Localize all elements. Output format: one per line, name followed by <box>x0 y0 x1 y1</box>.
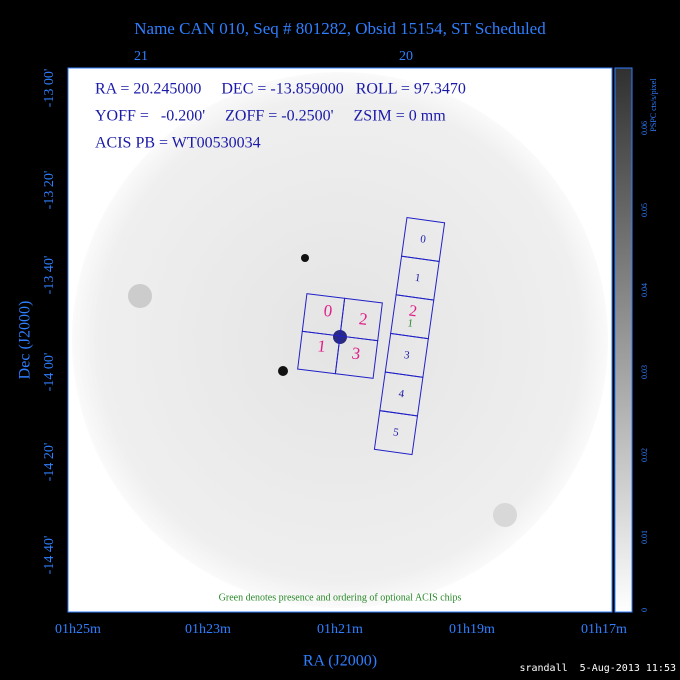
tick-label: 01h23m <box>185 622 231 637</box>
tick-label: -14 00' <box>42 353 57 392</box>
axis-title: Dec (J2000) <box>17 301 34 380</box>
top-axis: 21 20 <box>134 49 413 64</box>
source <box>128 284 152 308</box>
tick-label: -13 20' <box>42 171 57 210</box>
chip-label: 2 <box>408 302 418 320</box>
tick-label: 20 <box>399 49 413 64</box>
chip-label: 4 <box>398 388 406 401</box>
colorbar <box>614 67 633 613</box>
tick-label: 0.03 <box>640 365 649 379</box>
tick-label: 0.06 <box>640 121 649 135</box>
footer: srandall 5-Aug-2013 11:53 <box>519 663 676 674</box>
note: Green denotes presence and ordering of o… <box>219 592 462 603</box>
tick-label: -14 40' <box>42 536 57 575</box>
axis-title: RA (J2000) <box>303 653 377 670</box>
chip-label: 1 <box>414 272 421 285</box>
colorbar-axis: 0 0.01 0.02 0.03 0.04 0.05 0.06 PSPC cts… <box>640 78 658 612</box>
chip <box>334 335 379 379</box>
chip-label: 0 <box>323 301 334 321</box>
tick-label: 0.05 <box>640 203 649 217</box>
info-line: YOFF = -0.200' ZOFF = -0.2500' ZSIM = 0 … <box>95 108 446 125</box>
tick-label: -13 40' <box>42 256 57 295</box>
bottom-axis: 01h25m 01h23m 01h21m 01h19m 01h17m RA (J… <box>55 622 627 669</box>
left-axis: -13 00' -13 20' -13 40' -14 00' -14 20' … <box>17 69 58 575</box>
info-line: ACIS PB = WT00530034 <box>95 135 261 152</box>
tick-label: 0 <box>640 608 649 612</box>
chip-label: 3 <box>351 344 362 364</box>
optional-chip-label: 1 <box>407 317 414 330</box>
chip-label: 5 <box>392 426 400 439</box>
source <box>278 366 288 376</box>
chip <box>373 410 419 456</box>
source <box>493 503 517 527</box>
colorbar-title: PSPC cts/s/pixel <box>649 78 658 132</box>
tick-label: -14 20' <box>42 443 57 482</box>
acis-i: 0 2 1 3 <box>297 293 383 379</box>
tick-label: 0.02 <box>640 448 649 462</box>
tick-label: 0.01 <box>640 530 649 544</box>
tick-label: 21 <box>134 49 148 64</box>
chip-label: 2 <box>358 309 369 329</box>
source <box>301 254 309 262</box>
info-block: RA = 20.245000 DEC = -13.859000 ROLL = 9… <box>95 81 466 152</box>
chip-label: 1 <box>316 336 327 356</box>
tick-label: 01h25m <box>55 622 101 637</box>
tick-label: -13 00' <box>42 69 57 108</box>
info-line: RA = 20.245000 DEC = -13.859000 ROLL = 9… <box>95 81 466 98</box>
title: Name CAN 010, Seq # 801282, Obsid 15154,… <box>134 19 546 38</box>
tick-label: 01h17m <box>581 622 627 637</box>
chip-label: 3 <box>403 349 411 362</box>
tick-label: 01h21m <box>317 622 363 637</box>
tick-label: 0.04 <box>640 283 649 297</box>
chip-label: 0 <box>420 233 428 246</box>
tick-label: 01h19m <box>449 622 495 637</box>
